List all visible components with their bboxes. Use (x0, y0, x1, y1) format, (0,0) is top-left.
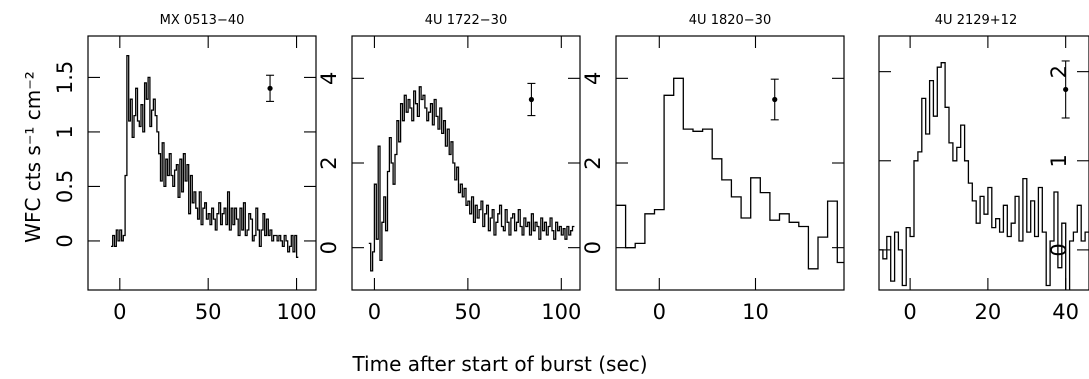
y-tick-label: 1.5 (53, 61, 77, 94)
x-tick-label: 0 (113, 300, 126, 324)
y-tick-label: 1 (1047, 154, 1071, 167)
error-bar-point (1063, 86, 1069, 93)
error-bar-point (528, 96, 535, 103)
panel-title: MX 0513−40 (160, 13, 245, 28)
panel-frame (351, 35, 581, 291)
y-tick-label: 4 (317, 72, 341, 85)
y-tick-label: 1 (53, 125, 77, 138)
y-tick-label: 0 (53, 234, 77, 247)
y-tick-label: 2 (1047, 65, 1071, 78)
error-bar-point (772, 96, 778, 103)
light-curve (368, 86, 575, 272)
y-tick-label: 4 (581, 72, 605, 85)
y-axis-label: WFC cts s⁻¹ cm⁻² (21, 71, 45, 243)
panel-4: 4U 2129+12 0 20 40 0 1 2 (878, 13, 1089, 324)
panel-title: 4U 1820−30 (689, 13, 771, 28)
y-tick-label: 0.5 (53, 170, 77, 203)
light-curve (879, 62, 1089, 290)
panel-title: 4U 2129+12 (935, 13, 1017, 28)
light-curve (111, 54, 299, 258)
light-curve (616, 77, 844, 270)
error-bar-point (267, 85, 273, 91)
panel-1: MX 0513−40 0 50 100 0 0.5 1 1.5 (53, 13, 317, 324)
x-tick-label: 50 (195, 300, 222, 324)
panel-title: 4U 1722−30 (425, 13, 507, 28)
y-tick-label: 0 (581, 241, 605, 254)
x-tick-label: 100 (541, 300, 581, 324)
x-axis-label: Time after start of burst (sec) (351, 352, 647, 376)
x-tick-label: 0 (653, 300, 666, 324)
y-tick-label: 2 (581, 156, 605, 169)
panel-2: 4U 1722−30 0 50 100 0 2 4 (317, 13, 581, 324)
x-tick-label: 10 (742, 300, 769, 324)
y-tick-label: 0 (317, 241, 341, 254)
x-tick-label: 50 (455, 300, 482, 324)
x-tick-label: 40 (1052, 300, 1079, 324)
x-tick-label: 0 (903, 300, 916, 324)
panel-frame (878, 35, 1089, 291)
panel-frame (87, 35, 317, 291)
panel-3: 4U 1820−30 0 10 0 2 4 (581, 13, 845, 324)
x-tick-label: 20 (975, 300, 1002, 324)
panel-frame (615, 35, 845, 291)
y-tick-label: 0 (1047, 243, 1071, 256)
x-tick-label: 100 (277, 300, 317, 324)
y-tick-label: 2 (317, 156, 341, 169)
x-tick-label: 0 (368, 300, 381, 324)
